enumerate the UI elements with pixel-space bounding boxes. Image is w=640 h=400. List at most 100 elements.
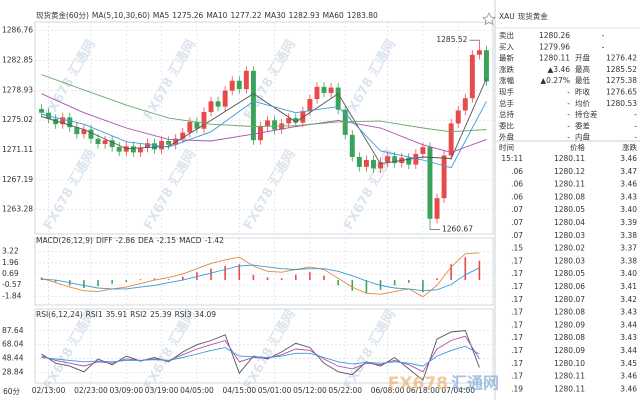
legend-name: MA10 xyxy=(206,11,227,20)
quote-value: - xyxy=(634,133,637,142)
trade-time: .19 xyxy=(511,384,523,393)
candle-body xyxy=(335,87,341,110)
candle-body xyxy=(39,108,45,113)
y-tick-label: 1263.28 xyxy=(2,205,33,214)
trade-price: 1280.06 xyxy=(554,282,585,291)
candle-body xyxy=(272,120,278,130)
trade-price: 1280.03 xyxy=(554,256,585,265)
legend-name: MA60 xyxy=(323,11,344,20)
legend-value: -2.15 xyxy=(157,236,177,245)
trade-change: 3.40 xyxy=(620,269,637,278)
quote-value: 1280.26 xyxy=(539,31,570,40)
y-tick-label: -0.57 xyxy=(2,280,22,289)
candle-body xyxy=(392,156,398,164)
quote-label: 总手 xyxy=(499,98,514,108)
quote-value: - xyxy=(567,121,570,130)
trade-time: .07 xyxy=(511,231,523,240)
period-label[interactable]: 60分 xyxy=(3,387,21,396)
y-tick-label: -1.84 xyxy=(2,291,22,300)
trade-time: .06 xyxy=(511,167,523,176)
candle-body xyxy=(314,86,320,100)
quote-value: 1285.52 xyxy=(606,65,637,74)
trade-change: 3.39 xyxy=(620,218,637,227)
trade-change: 3.43 xyxy=(620,333,637,342)
candle-body xyxy=(469,54,475,99)
quote-label: 买入 xyxy=(499,42,514,51)
x-tick-label: 03/09:00 xyxy=(109,386,143,395)
trade-price: 1280.08 xyxy=(554,308,585,317)
candle-body xyxy=(434,198,440,219)
trade-change: 3.44 xyxy=(620,346,637,355)
candle-body xyxy=(448,123,454,156)
legend-name: MACD xyxy=(179,236,202,245)
logo-cn: 汇通网 xyxy=(451,374,499,393)
favorite-icon[interactable] xyxy=(482,12,496,26)
trade-time: .17 xyxy=(511,346,523,355)
ma-line xyxy=(41,100,487,169)
candle-body xyxy=(215,101,221,107)
quote-value: 1280.53 xyxy=(606,99,637,108)
quote-label: 内盘 xyxy=(575,132,590,142)
trade-price: 1280.11 xyxy=(554,154,585,163)
legend-value: 1282.93 xyxy=(289,11,320,20)
y-tick-label: 87.64 xyxy=(2,326,24,335)
trade-time: .15 xyxy=(511,244,523,253)
x-tick-label: 07/04:00 xyxy=(441,386,475,395)
quote-value: - xyxy=(602,42,605,51)
trade-time: .17 xyxy=(511,359,523,368)
quote-value: ▲0.27% xyxy=(540,76,570,85)
quote-label: 委比 xyxy=(499,120,514,130)
trade-change: 3.37 xyxy=(620,244,637,253)
candle-body xyxy=(81,129,87,135)
panel-title: MACD(26,12,9) xyxy=(36,236,93,245)
legend-name: MA5 xyxy=(153,11,170,20)
candle-body xyxy=(236,80,242,90)
legend-value: 25.39 xyxy=(150,310,172,319)
y-tick-label: 1271.11 xyxy=(2,145,33,154)
macd-frame xyxy=(34,237,494,306)
trade-time: .17 xyxy=(511,269,523,278)
y-tick-label: 1278.93 xyxy=(2,85,33,94)
candle-body xyxy=(201,111,207,129)
legend-name: RSI1 xyxy=(86,310,103,319)
trade-time: .07 xyxy=(511,205,523,214)
trade-change: 3.43 xyxy=(620,308,637,317)
symbol-name: 现货黄金 xyxy=(518,11,548,21)
quote-label: 现手 xyxy=(499,87,514,97)
quote-value: - xyxy=(567,88,570,97)
legend-name: RSI2 xyxy=(130,310,147,319)
y-tick-label: 3.22 xyxy=(2,247,19,256)
quote-value: - xyxy=(634,110,637,119)
trade-time: .17 xyxy=(511,333,523,342)
candle-body xyxy=(243,70,249,90)
trade-change: 3.42 xyxy=(620,295,637,304)
candle-body xyxy=(109,140,115,148)
legend-value: 1283.80 xyxy=(347,11,378,20)
trade-price: 1280.09 xyxy=(554,346,585,355)
quote-label: 涨幅 xyxy=(499,75,514,85)
trade-price: 1280.02 xyxy=(554,244,585,253)
quote-label: 开盘 xyxy=(575,53,590,63)
candle-body xyxy=(286,118,292,124)
quote-label: 外盘 xyxy=(499,132,514,142)
logo-fx: FX678 xyxy=(388,374,448,394)
quote-value: - xyxy=(567,110,570,119)
trade-price: 1280.05 xyxy=(554,269,585,278)
candle-body xyxy=(378,162,384,169)
quote-label: 均价 xyxy=(575,98,590,108)
candle-body xyxy=(483,50,489,82)
trade-time: .07 xyxy=(511,218,523,227)
candle-body xyxy=(116,147,122,152)
candle-body xyxy=(370,160,376,169)
indicator-label: MA(5,10,30,60) xyxy=(92,11,150,20)
legend-value: -1.42 xyxy=(205,236,225,245)
y-tick-label: 1275.02 xyxy=(2,115,33,124)
trade-change: 3.47 xyxy=(620,167,637,176)
quote-label: 最低 xyxy=(575,75,590,85)
candle-body xyxy=(229,80,235,91)
legend-name: MA30 xyxy=(264,11,285,20)
annotation: 1260.67 xyxy=(442,225,473,234)
trade-change: 3.44 xyxy=(620,320,637,329)
candle-body xyxy=(159,140,165,150)
